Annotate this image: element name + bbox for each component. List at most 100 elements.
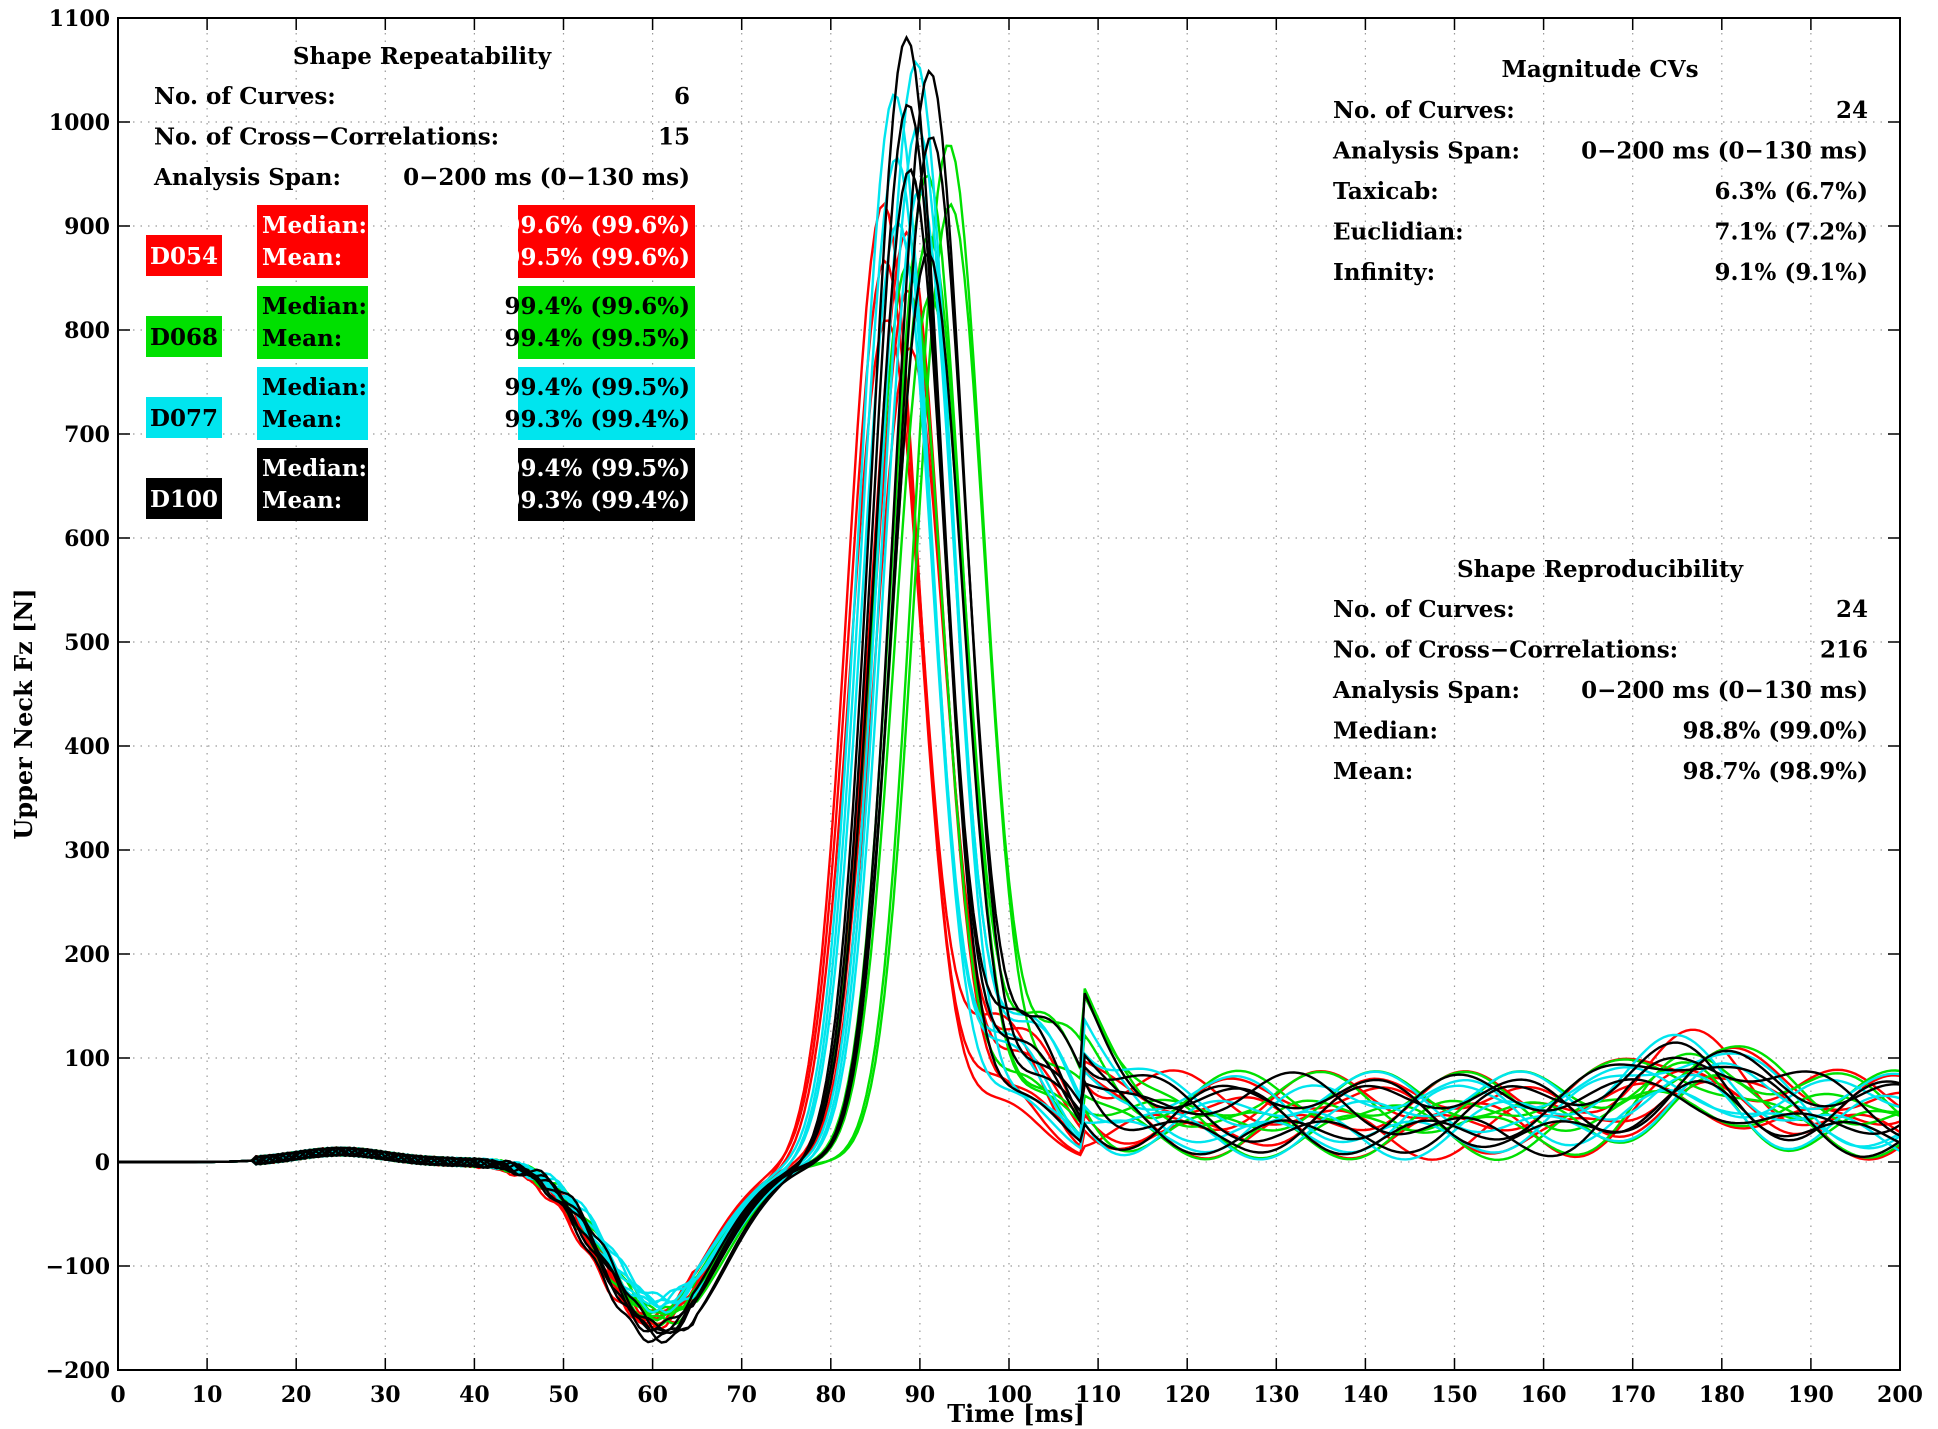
mean-label: Mean: [262, 406, 342, 433]
plot-frame [117, 17, 1901, 1371]
shape-repeatability-label: No. of Cross−Correlations: [154, 124, 499, 151]
series-line-d100 [118, 167, 1901, 1344]
tick-labels: 0 10 20 30 40 50 60 70 80 90 100 110 120 130 140 150 160… [46, 6, 1923, 1408]
magnitude-cvs-value: 7.1% (7.2%) [1714, 219, 1868, 246]
y-tick-label: −100 [46, 1254, 110, 1280]
mean-value: 99.3% (99.4%) [504, 406, 690, 433]
y-tick-label: −200 [46, 1358, 110, 1384]
magnitude-cvs-value: 0−200 ms (0−130 ms) [1581, 138, 1868, 165]
group-value-box [518, 448, 695, 521]
x-tick-label: 20 [281, 1382, 312, 1408]
x-tick-label: 100 [986, 1382, 1032, 1408]
x-tick-label: 50 [548, 1382, 579, 1408]
x-tick-label: 140 [1342, 1382, 1388, 1408]
x-tick-label: 60 [637, 1382, 668, 1408]
series-line-d068 [118, 144, 1901, 1327]
series-lines [118, 34, 1901, 1344]
y-tick-label: 500 [64, 630, 110, 656]
group-badge [146, 397, 222, 438]
y-tick-label: 300 [64, 838, 110, 864]
series-line-d077 [118, 156, 1901, 1304]
x-tick-label: 30 [370, 1382, 401, 1408]
magnitude-cvs-label: Analysis Span: [1332, 138, 1520, 165]
x-tick-label: 110 [1075, 1382, 1121, 1408]
series-line-d100 [118, 103, 1901, 1333]
magnitude-cvs-label: Infinity: [1333, 259, 1435, 286]
mean-label: Mean: [262, 487, 342, 514]
shape-reproducibility-label: No. of Cross−Correlations: [1333, 637, 1678, 664]
axes-box [117, 17, 1901, 1371]
shape-reproducibility-panel: Shape Reproducibility No. of Curves: 24 No.… [1332, 556, 1868, 785]
group-value-box [518, 205, 695, 278]
group-label-box [257, 448, 368, 521]
x-tick-label: 200 [1877, 1382, 1923, 1408]
group-badge [146, 316, 222, 357]
group-name: D054 [150, 243, 218, 270]
y-tick-label: 1000 [49, 110, 110, 136]
x-tick-label: 130 [1253, 1382, 1299, 1408]
series-line-d054 [118, 258, 1901, 1326]
median-value: 99.6% (99.6%) [504, 212, 690, 239]
series-line-d068 [118, 173, 1901, 1315]
grid [118, 18, 1900, 1370]
shape-repeatability-label: No. of Curves: [154, 83, 336, 110]
group-value-box [518, 367, 695, 440]
x-tick-label: 90 [905, 1382, 936, 1408]
y-tick-label: 1100 [49, 6, 110, 32]
y-tick-label: 800 [64, 318, 110, 344]
median-label: Median: [262, 455, 367, 482]
series-line-d077 [118, 219, 1901, 1314]
group-badge [146, 478, 222, 519]
group-label-box [257, 205, 368, 278]
median-value: 99.4% (99.5%) [504, 374, 690, 401]
magnitude-cvs-label: Euclidian: [1333, 219, 1464, 246]
x-tick-label: 190 [1788, 1382, 1834, 1408]
x-tick-label: 0 [110, 1382, 125, 1408]
magnitude-cvs-panel: Magnitude CVs No. of Curves: 24 Analysis Sp… [1332, 56, 1868, 286]
y-tick-label: 0 [95, 1150, 110, 1176]
magnitude-cvs-value: 9.1% (9.1%) [1714, 259, 1868, 286]
magnitude-cvs-title: Magnitude CVs [1501, 56, 1698, 83]
shape-repeatability-panel: Shape Repeatability No. of Curves: 6 No. of… [146, 43, 695, 521]
shape-repeatability-title: Shape Repeatability [293, 43, 552, 70]
magnitude-cvs-label: Taxicab: [1333, 178, 1439, 205]
group-name: D068 [150, 324, 218, 351]
shape-reproducibility-label: Analysis Span: [1332, 677, 1520, 704]
x-tick-label: 150 [1432, 1382, 1478, 1408]
y-tick-label: 600 [64, 526, 110, 552]
shape-repeatability-label: Analysis Span: [153, 164, 341, 191]
group-name: D100 [150, 486, 218, 513]
x-axis-label: Time [ms] [947, 1399, 1085, 1428]
y-tick-label: 900 [64, 214, 110, 240]
group-value-box [518, 286, 695, 359]
x-tick-label: 10 [192, 1382, 223, 1408]
group-name: D077 [150, 405, 218, 432]
median-label: Median: [262, 374, 367, 401]
shape-reproducibility-title: Shape Reproducibility [1457, 556, 1744, 583]
series-line-d054 [118, 319, 1901, 1320]
mean-value: 99.4% (99.5%) [504, 325, 690, 352]
shape-reproducibility-value: 0−200 ms (0−130 ms) [1581, 677, 1868, 704]
mean-label: Mean: [262, 325, 342, 352]
mean-value: 99.5% (99.6%) [504, 244, 690, 271]
shape-repeatability-value: 15 [658, 124, 690, 151]
y-tick-label: 700 [64, 422, 110, 448]
shape-reproducibility-value: 216 [1820, 637, 1868, 664]
mean-value: 99.3% (99.4%) [504, 487, 690, 514]
x-tick-label: 170 [1610, 1382, 1656, 1408]
shape-reproducibility-label: No. of Curves: [1333, 596, 1515, 623]
y-axis-label: Upper Neck Fz [N] [9, 588, 38, 839]
group-label-box [257, 286, 368, 359]
median-label: Median: [262, 293, 367, 320]
magnitude-cvs-value: 6.3% (6.7%) [1714, 178, 1868, 205]
group-badge [146, 235, 222, 276]
magnitude-cvs-label: No. of Curves: [1333, 97, 1515, 124]
shape-reproducibility-value: 98.8% (99.0%) [1682, 718, 1868, 745]
magnitude-cvs-value: 24 [1836, 97, 1868, 124]
y-tick-label: 200 [64, 942, 110, 968]
x-tick-label: 120 [1164, 1382, 1210, 1408]
median-label: Median: [262, 212, 367, 239]
x-tick-label: 180 [1699, 1382, 1745, 1408]
median-value: 99.4% (99.5%) [504, 455, 690, 482]
